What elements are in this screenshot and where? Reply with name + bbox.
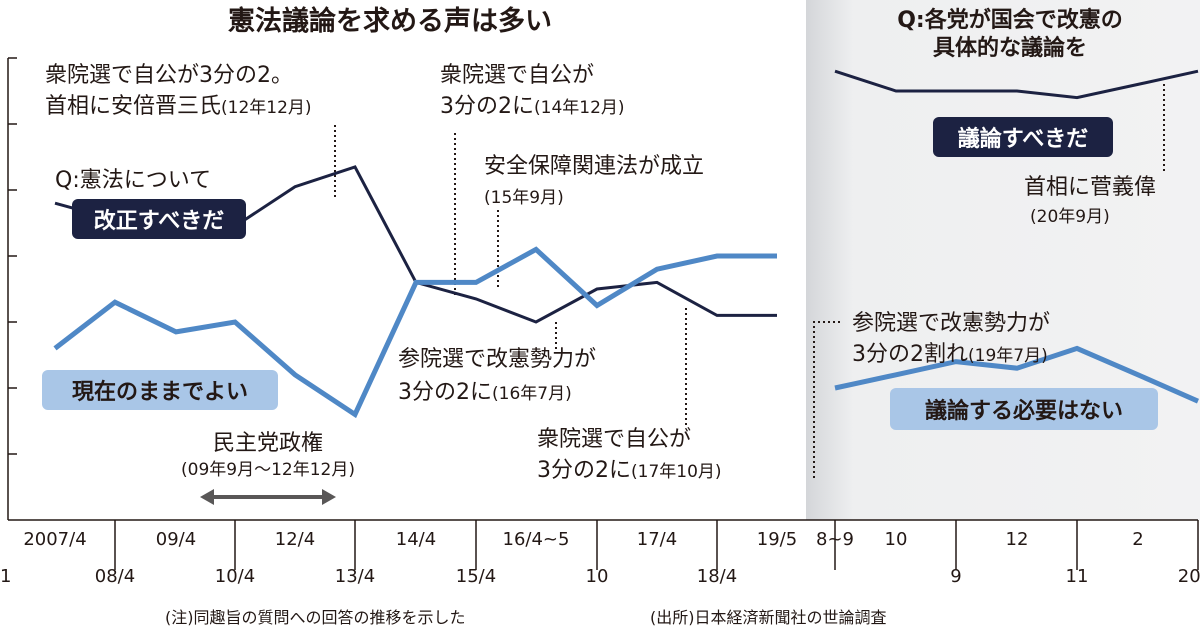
annotation-2016-upper-house: 参院選で改憲勢力が 3分の2に(16年7月) xyxy=(398,347,596,405)
legend-text-discuss: 議論すべきだ xyxy=(958,126,1088,152)
right-chart-title-line2: 具体的な議論を xyxy=(933,35,1087,61)
svg-text:参院選で改憲勢力が: 参院選で改憲勢力が xyxy=(852,311,1050,336)
svg-text:衆院選で自公が: 衆院選で自公が xyxy=(537,427,691,452)
annotation-2020-suga: 首相に菅義偉 (20年9月) xyxy=(1024,175,1156,227)
x-tick-label: 2 xyxy=(1132,529,1143,550)
svg-text:衆院選で自公が: 衆院選で自公が xyxy=(440,63,594,88)
svg-text:3分の2割れ(19年7月): 3分の2割れ(19年7月) xyxy=(852,342,1048,367)
question-label: Q:憲法について xyxy=(55,168,211,193)
x-tick-label: 08/4 xyxy=(95,566,135,587)
series-line-0-1 xyxy=(53,246,777,419)
annotation-2019-upper-house: 参院選で改憲勢力が 3分の2割れ(19年7月) xyxy=(852,311,1050,367)
svg-text:安全保障関連法が成立: 安全保障関連法が成立 xyxy=(484,154,704,179)
x-axis-ticks: 2007/4 09/4 12/4 14/4 16/4~5 17/4 19/5 08/4 10/4… xyxy=(0,520,1200,587)
annotation-2015-security-law: 安全保障関連法が成立 (15年9月) xyxy=(484,154,704,208)
annotation-2014-election: 衆院選で自公が 3分の2に(14年12月) xyxy=(440,63,625,119)
x-tick-label: 18/4 xyxy=(697,566,737,587)
x-tick-label: 15/4 xyxy=(456,566,496,587)
x-tick-label: 12/4 xyxy=(275,529,315,550)
svg-text:(09年9月～12年12月): (09年9月～12年12月) xyxy=(181,460,355,480)
footer-note: (注)同趣旨の質問への回答の推移を示した xyxy=(165,608,466,627)
svg-text:首相に菅義偉: 首相に菅義偉 xyxy=(1024,175,1156,200)
svg-text:衆院選で自公が3分の2。: 衆院選で自公が3分の2。 xyxy=(45,63,293,88)
svg-text:(15年9月): (15年9月) xyxy=(484,188,564,208)
x-tick-label: 19/5 xyxy=(757,529,797,550)
svg-text:首相に安倍晋三氏(12年12月): 首相に安倍晋三氏(12年12月) xyxy=(45,94,312,119)
legend-text-keep: 現在のままでよい xyxy=(72,379,248,405)
svg-text:参院選で改憲勢力が: 参院選で改憲勢力が xyxy=(398,347,596,372)
x-tick-label: 9 xyxy=(950,566,961,587)
footer-source: (出所)日本経済新聞社の世論調査 xyxy=(650,608,887,627)
x-tick-label: 10 xyxy=(885,529,908,550)
x-tick-label: 2007/4 xyxy=(23,529,86,550)
legend-label-revise: 改正すべきだ xyxy=(72,199,246,239)
x-tick-label: 09/4 xyxy=(156,529,196,550)
svg-text:(20年9月): (20年9月) xyxy=(1030,207,1110,227)
legend-text-no-need: 議論する必要はない xyxy=(925,398,1123,424)
x-tick-label: 17/4 xyxy=(637,529,677,550)
dpj-period-annotation: 民主党政権 (09年9月～12年12月) xyxy=(181,431,355,505)
legend-text-revise: 改正すべきだ xyxy=(94,208,224,234)
series-line-1-0 xyxy=(834,69,1199,100)
x-tick-label: 20/1 xyxy=(1178,566,1200,587)
left-chart-title: 憲法議論を求める声は多い xyxy=(228,5,552,37)
svg-text:3分の2に(17年10月): 3分の2に(17年10月) xyxy=(537,458,722,483)
series-line-1-1 xyxy=(834,345,1200,404)
x-tick-label: 10 xyxy=(586,566,609,587)
x-tick-label: 21 xyxy=(0,566,11,587)
svg-text:3分の2に(16年7月): 3分の2に(16年7月) xyxy=(398,380,572,405)
legend-label-no-need: 議論する必要はない xyxy=(890,388,1158,430)
annotation-2017-election: 衆院選で自公が 3分の2に(17年10月) xyxy=(537,427,722,483)
annotation-2012-election: 衆院選で自公が3分の2。 首相に安倍晋三氏(12年12月) xyxy=(45,63,312,119)
x-tick-label: 14/4 xyxy=(396,529,436,550)
legend-label-discuss: 議論すべきだ xyxy=(933,117,1113,157)
series-lines xyxy=(53,69,1200,419)
svg-text:民主党政権: 民主党政権 xyxy=(213,431,323,456)
right-panel-background xyxy=(806,0,1200,520)
y-axis xyxy=(7,57,17,520)
x-tick-label: 12 xyxy=(1006,529,1029,550)
x-tick-label: 10/4 xyxy=(215,566,255,587)
x-tick-label: 8~9 xyxy=(816,529,854,550)
annotation-leaders xyxy=(334,84,1165,478)
right-chart-title-line1: Q:各党が国会で改憲の xyxy=(897,7,1123,33)
x-tick-label: 11 xyxy=(1066,566,1089,587)
svg-text:3分の2に(14年12月): 3分の2に(14年12月) xyxy=(440,94,625,119)
x-tick-label: 13/4 xyxy=(335,566,375,587)
legend-label-keep: 現在のままでよい xyxy=(42,370,278,410)
x-tick-label: 16/4~5 xyxy=(503,529,570,550)
